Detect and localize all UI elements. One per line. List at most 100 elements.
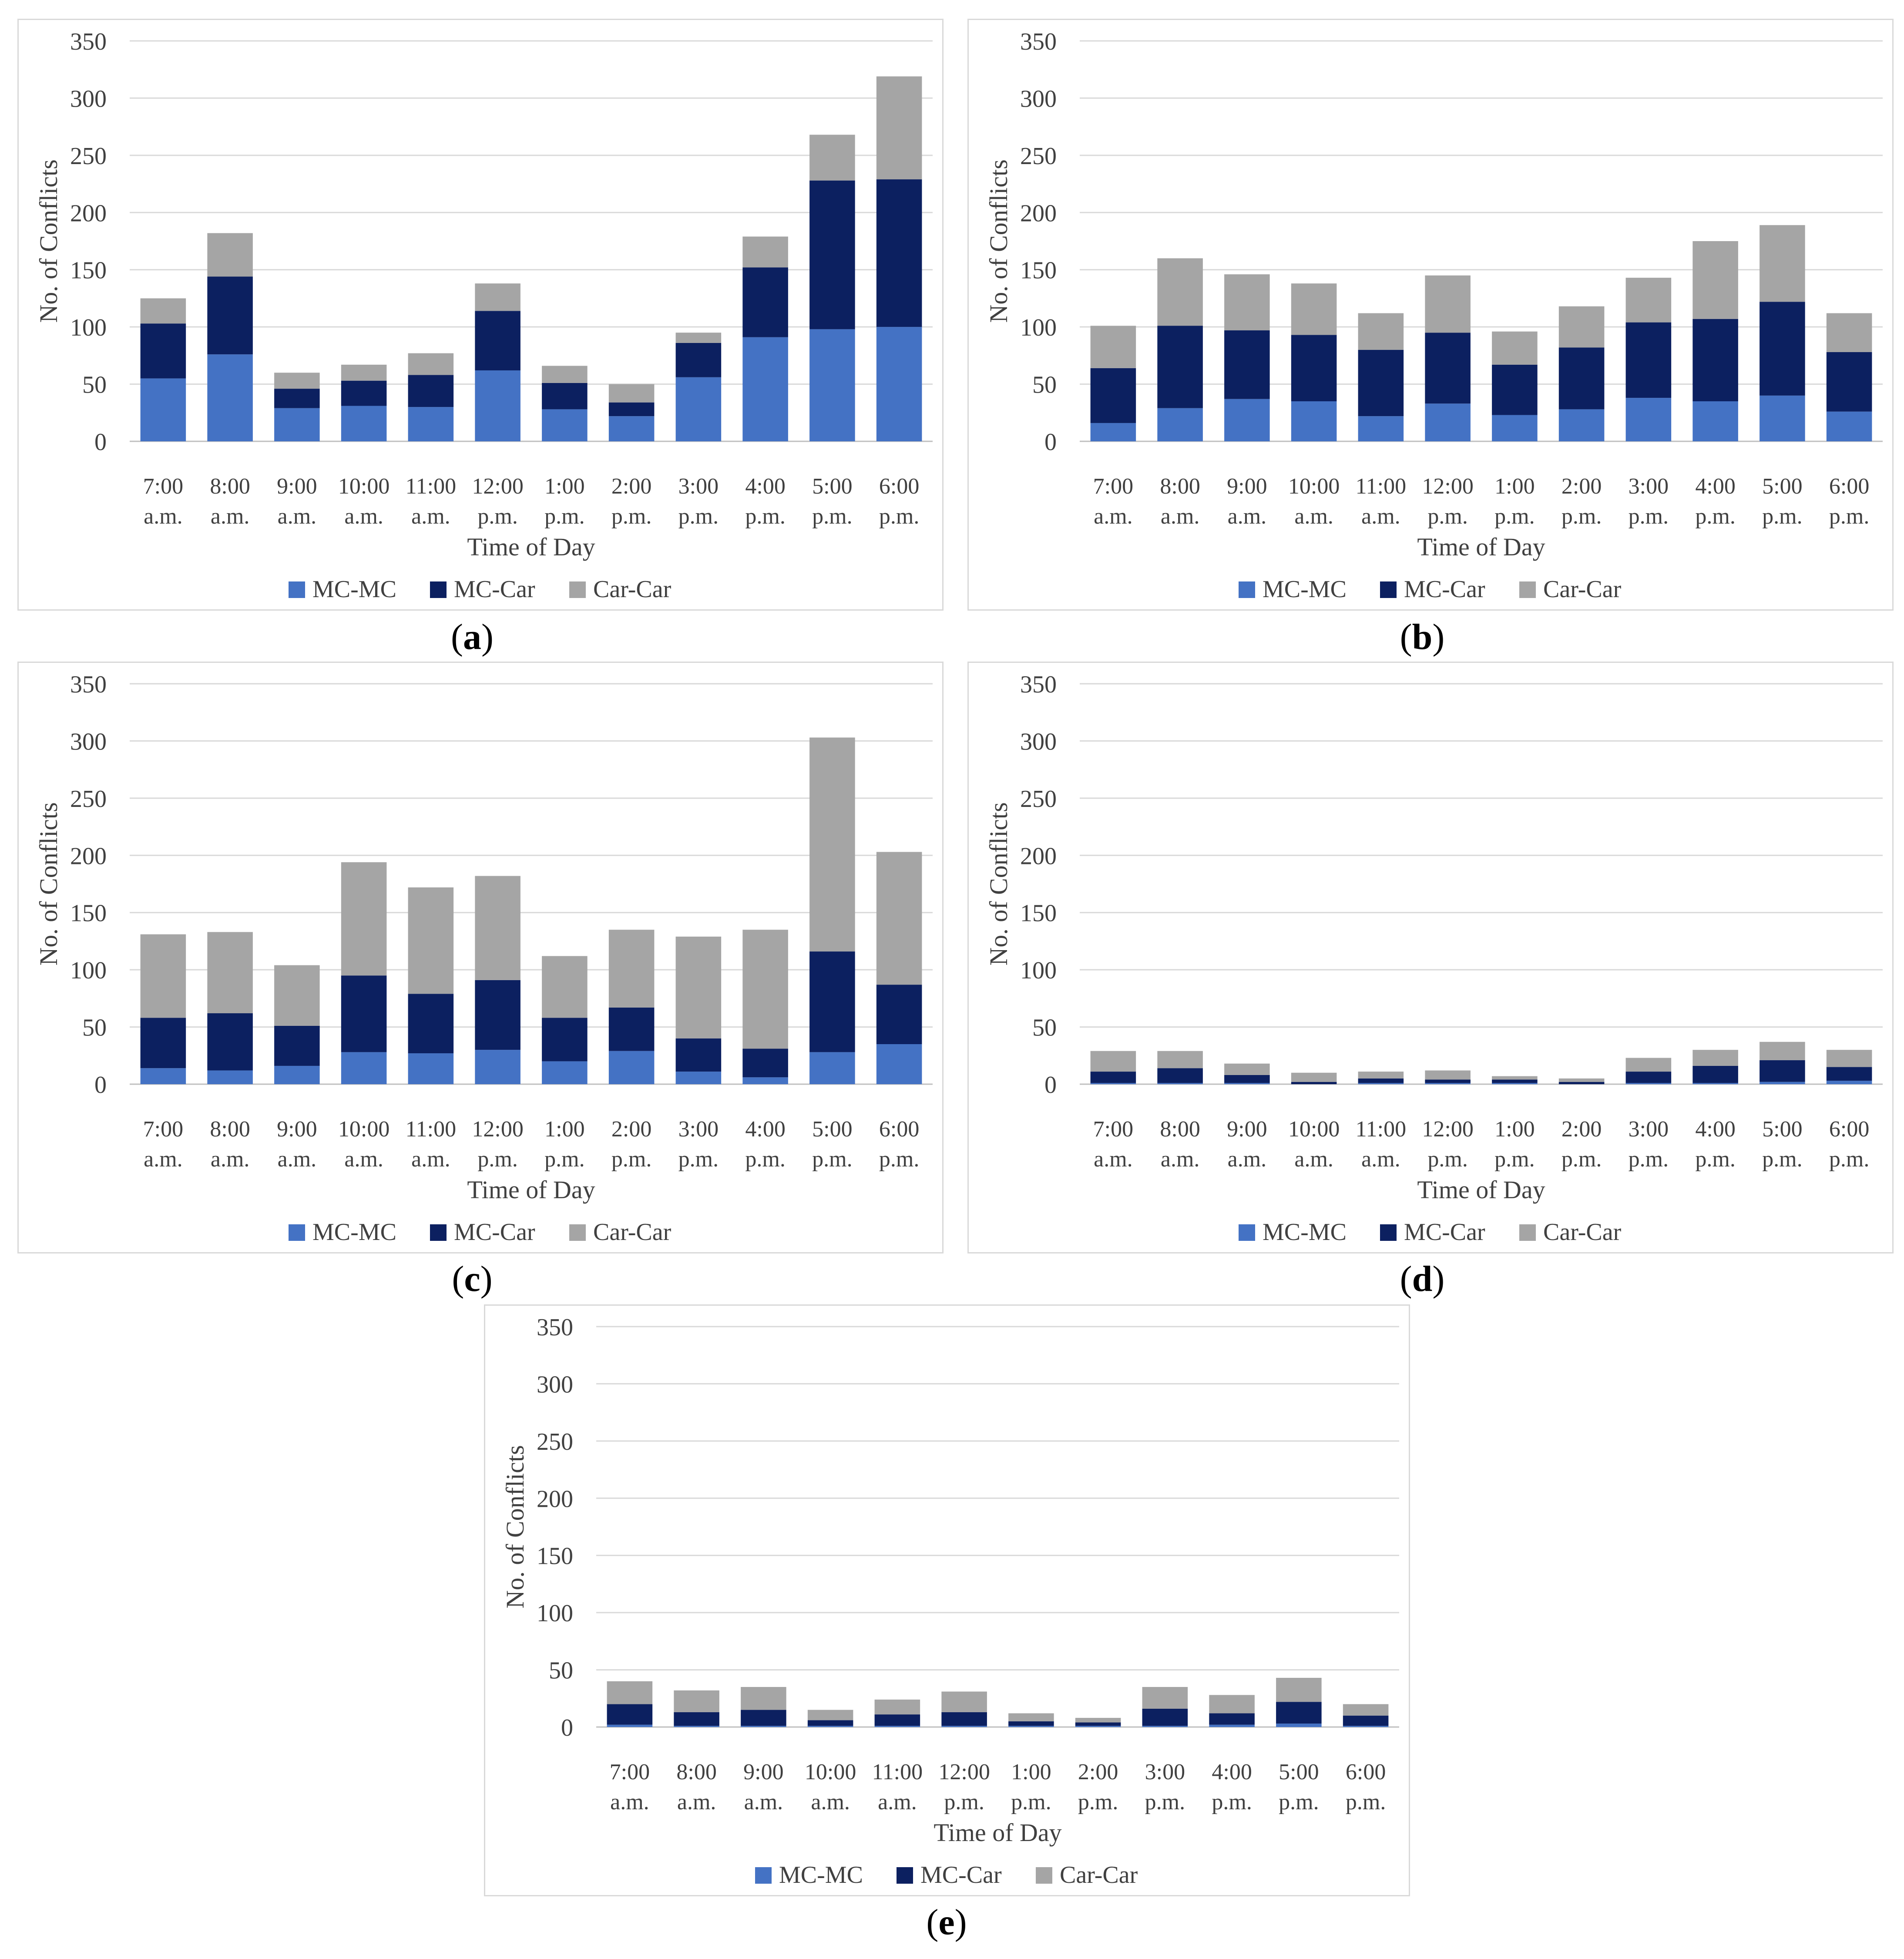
bar-segment-mc-mc [876,1044,922,1084]
bar-segment-mc-car [1425,1079,1471,1083]
x-tick-label: a.m. [1294,504,1333,529]
bar-segment-car-car [1358,313,1404,350]
bar-segment-mc-mc [1625,398,1672,441]
bar-segment-car-car [674,1690,719,1712]
bar-segment-mc-mc [274,1065,320,1084]
x-tick-label: p.m. [745,1147,785,1172]
bar-segment-mc-car [341,380,387,406]
x-tick-label: 3:00 [1145,1760,1185,1784]
bar-segment-car-car [1492,1076,1538,1080]
bar-segment-car-car [607,1681,653,1704]
x-tick-label: p.m. [1346,1790,1386,1815]
legend-label: MC-MC [1263,1219,1347,1246]
x-tick-label: 6:00 [1346,1760,1386,1784]
x-tick-label: p.m. [812,504,852,529]
x-tick-label: p.m. [1494,1147,1535,1172]
bar-segment-car-car [140,298,186,324]
y-tick-label: 0 [94,429,107,456]
x-tick-label: 8:00 [676,1760,716,1784]
y-tick-label: 0 [1044,1072,1057,1099]
y-tick-label: 250 [70,143,107,170]
bar-segment-car-car [1625,278,1672,323]
x-tick-label: p.m. [1829,504,1869,529]
bar-segment-mc-mc [140,1068,186,1084]
bar-segment-mc-car [1826,1067,1872,1081]
bar-segment-mc-mc [807,1726,853,1727]
bar-segment-car-car [475,876,520,980]
y-tick-label: 0 [1044,429,1057,456]
x-tick-label: a.m. [211,504,250,529]
bar-segment-mc-car [1558,347,1605,410]
bar-segment-mc-mc [1224,1083,1270,1084]
y-tick-label: 350 [70,28,107,55]
x-tick-label: a.m. [878,1790,917,1815]
bar-segment-car-car [1558,1078,1605,1082]
x-tick-label: 9:00 [743,1760,783,1784]
x-tick-label: a.m. [1294,1147,1333,1172]
legend-label: MC-Car [454,576,535,603]
x-tick-label: a.m. [344,1147,383,1172]
bar-segment-mc-car [1425,333,1471,404]
legend-label: Car-Car [1060,1862,1138,1888]
bar-segment-mc-mc [1826,1081,1872,1084]
x-tick-label: 11:00 [872,1760,923,1784]
legend-label: MC-MC [779,1862,863,1888]
panel-caption-b: (b) [1400,617,1445,657]
y-tick-label: 250 [70,786,107,813]
y-tick-label: 100 [1020,957,1057,984]
bar-segment-mc-car [1625,1072,1672,1083]
x-tick-label: a.m. [144,1147,183,1172]
bar-segment-car-car [1008,1713,1054,1721]
x-tick-label: p.m. [1427,504,1467,529]
bar-segment-car-car [1209,1695,1255,1714]
y-tick-label: 350 [537,1314,573,1341]
y-tick-label: 300 [70,85,107,112]
y-tick-label: 0 [561,1714,573,1741]
x-tick-label: 6:00 [1829,1117,1869,1142]
bar-segment-mc-mc [1358,1083,1404,1084]
bar-segment-car-car [341,862,387,976]
bar-segment-car-car [876,852,922,985]
y-tick-label: 200 [1020,843,1057,870]
x-axis-label: Time of Day [1417,533,1545,561]
bar-segment-mc-mc [408,1053,454,1084]
x-tick-label: 5:00 [1762,474,1802,499]
x-tick-label: a.m. [411,504,450,529]
y-tick-label: 350 [1020,671,1057,698]
x-tick-label: p.m. [879,504,919,529]
bar-segment-mc-car [1826,352,1872,412]
chart-panel-d: 0 50 100 150 200 250 300 350 No. of Conflicts 7:0… [967,662,1894,1253]
x-tick-label: 5:00 [1279,1760,1319,1784]
x-tick-label: 4:00 [745,1117,785,1142]
legend-swatch-mc-mc [755,1867,772,1884]
bar-segment-car-car [408,353,454,375]
x-tick-label: p.m. [477,1147,517,1172]
legend-swatch-mc-mc [289,581,305,598]
bar-segment-mc-car [140,1018,186,1069]
x-tick-label: a.m. [1361,1147,1400,1172]
x-tick-label: 12:00 [938,1760,990,1784]
bar-segment-car-car [1343,1704,1389,1716]
x-tick-label: 3:00 [678,474,719,499]
bar-segment-mc-car [274,389,320,408]
bar-segment-mc-car [1291,1082,1337,1084]
y-tick-label: 50 [82,372,107,399]
legend-swatch-mc-car [430,581,447,598]
x-tick-label: p.m. [678,504,719,529]
chart-svg-a: 0 50 100 150 200 250 300 350 No. of Conflicts 7:0… [34,28,933,603]
chart-svg-c: 0 50 100 150 200 250 300 350 No. of Conflicts 7:0… [34,671,933,1246]
bar-segment-mc-car [1692,1065,1738,1083]
y-tick-label: 300 [537,1371,573,1398]
bar-segment-mc-mc [1224,399,1270,441]
bar-segment-car-car [1142,1687,1188,1709]
x-tick-label: 2:00 [1561,474,1602,499]
x-tick-label: p.m. [611,1147,651,1172]
bar-segment-mc-car [1291,335,1337,401]
y-tick-label: 200 [1020,200,1057,227]
bar-segment-car-car [608,930,655,1008]
bar-segment-car-car [1826,313,1872,352]
y-tick-label: 50 [82,1015,107,1042]
x-tick-label: 5:00 [1762,1117,1802,1142]
bar-segment-mc-car [1492,364,1538,415]
bar-segment-mc-car [207,1013,253,1071]
